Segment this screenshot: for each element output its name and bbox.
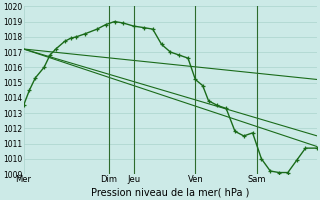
X-axis label: Pression niveau de la mer( hPa ): Pression niveau de la mer( hPa ) xyxy=(91,187,250,197)
